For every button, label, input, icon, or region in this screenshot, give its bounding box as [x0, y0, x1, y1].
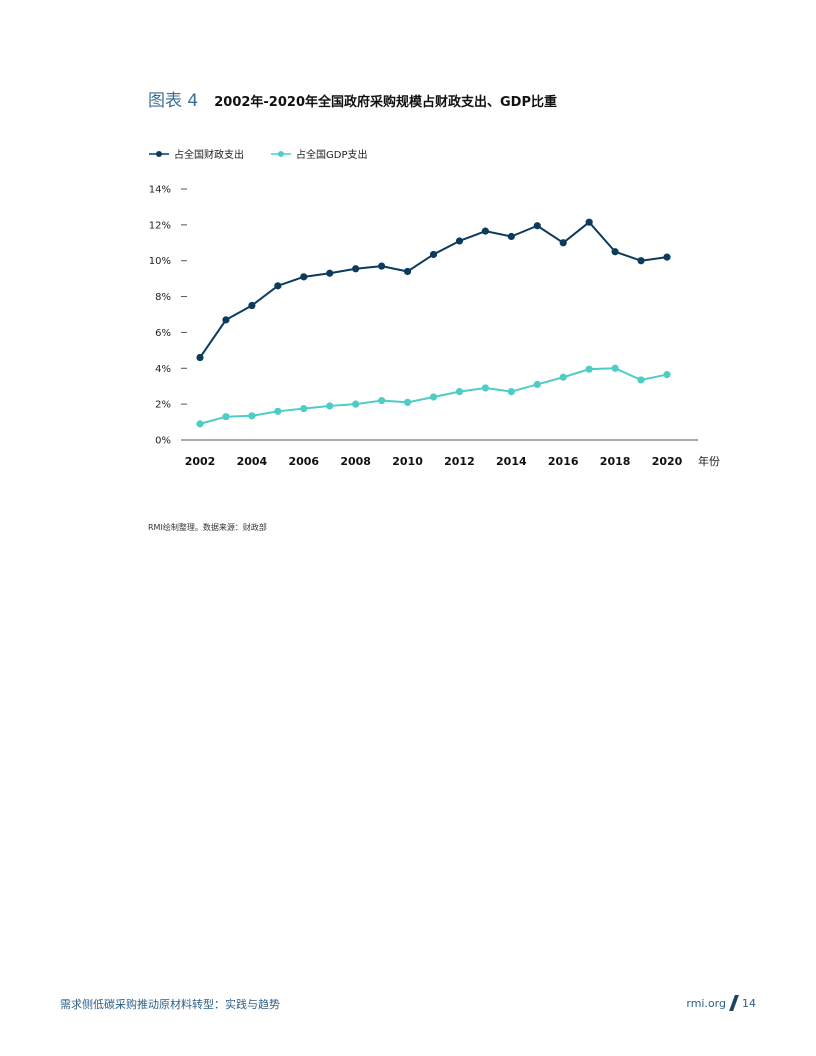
data-point-gdp: [326, 402, 334, 410]
x-tick-label: 2012: [444, 455, 475, 468]
x-tick-label: 2010: [392, 455, 423, 468]
data-point-fiscal: [507, 232, 515, 241]
x-tick-label: 2016: [548, 455, 579, 468]
data-point-fiscal: [611, 248, 619, 256]
x-tick-label: 2018: [600, 455, 631, 468]
data-point-fiscal: [326, 269, 334, 277]
figure-heading: 图表 4 2002年-2020年全国政府采购规模占财政支出、GDP比重: [148, 86, 557, 111]
data-point-gdp: [429, 393, 438, 401]
source-note: RMI绘制整理。数据来源：财政部: [148, 523, 267, 532]
legend-item-fiscal: 占全国财政支出: [148, 146, 244, 161]
data-point-gdp: [533, 380, 541, 389]
line-chart: 0% 2% 4% 6% 8% 10% 12% 14% 2002 2004 2006 2008 2010 2…: [149, 185, 720, 469]
data-point-gdp: [481, 384, 489, 392]
x-tick-label: 2002: [185, 455, 216, 468]
data-point-fiscal: [196, 353, 204, 362]
data-point-fiscal: [429, 250, 438, 259]
legend-swatch-gdp: [271, 150, 291, 157]
data-point-gdp: [378, 396, 386, 405]
data-point-fiscal: [559, 239, 567, 247]
data-point-fiscal: [403, 267, 412, 276]
data-point-fiscal: [222, 316, 230, 324]
series-line-fiscal: [199, 221, 668, 359]
data-point-fiscal: [300, 273, 308, 281]
data-point-gdp: [300, 405, 308, 413]
data-point-fiscal: [274, 282, 282, 290]
data-point-gdp: [248, 412, 256, 420]
data-point-gdp: [403, 398, 412, 406]
data-point-fiscal: [352, 265, 360, 273]
legend-swatch-fiscal: [149, 150, 169, 157]
x-tick-label: 2006: [288, 455, 319, 468]
figure-title: 2002年-2020年全国政府采购规模占财政支出、GDP比重: [214, 95, 557, 110]
data-point-gdp: [663, 370, 671, 379]
y-tick-label: 4%: [155, 364, 171, 375]
y-tick-label: 0%: [155, 436, 171, 447]
figure-label: 图表 4: [148, 91, 199, 111]
data-point-fiscal: [378, 262, 386, 270]
data-point-gdp: [507, 387, 515, 396]
data-point-gdp: [637, 376, 645, 384]
y-tick-label: 2%: [155, 400, 171, 411]
y-tick-label: 6%: [155, 328, 171, 339]
footer-site-link[interactable]: rmi.org: [686, 996, 726, 1010]
y-tick-label: 12%: [149, 220, 171, 231]
data-point-fiscal: [481, 227, 489, 235]
data-point-fiscal: [533, 222, 541, 230]
legend-label-fiscal: 占全国财政支出: [174, 150, 244, 161]
data-point-gdp: [585, 365, 593, 373]
data-point-gdp: [196, 420, 204, 428]
y-tick-label: 8%: [155, 292, 171, 303]
data-point-gdp: [455, 387, 464, 396]
data-point-fiscal: [455, 237, 464, 245]
x-tick-label: 2004: [237, 455, 268, 468]
y-tick-label: 10%: [149, 256, 171, 267]
footer-page-info: rmi.org 14: [686, 995, 756, 1011]
footer-slash-icon: [729, 995, 739, 1011]
page-number: 14: [742, 996, 756, 1010]
data-point-fiscal: [585, 218, 593, 226]
x-tick-label: 2008: [340, 455, 371, 468]
legend-label-gdp: 占全国GDP支出: [296, 150, 368, 161]
chart-legend: 占全国财政支出 占全国GDP支出: [148, 146, 393, 161]
data-point-fiscal: [248, 301, 256, 310]
data-point-fiscal: [637, 257, 645, 265]
data-point-gdp: [611, 364, 619, 372]
data-point-fiscal: [663, 253, 671, 261]
footer-report-title: 需求侧低碳采购推动原材料转型：实践与趋势: [60, 998, 280, 1011]
data-point-gdp: [559, 373, 567, 381]
x-axis-label: 年份: [698, 454, 720, 468]
data-point-gdp: [274, 407, 282, 415]
data-point-gdp: [222, 413, 230, 421]
legend-item-gdp: 占全国GDP支出: [270, 146, 367, 161]
x-tick-label: 2014: [496, 455, 527, 468]
x-tick-label: 2020: [652, 455, 683, 468]
y-tick-label: 14%: [149, 185, 171, 196]
data-point-gdp: [352, 400, 360, 408]
